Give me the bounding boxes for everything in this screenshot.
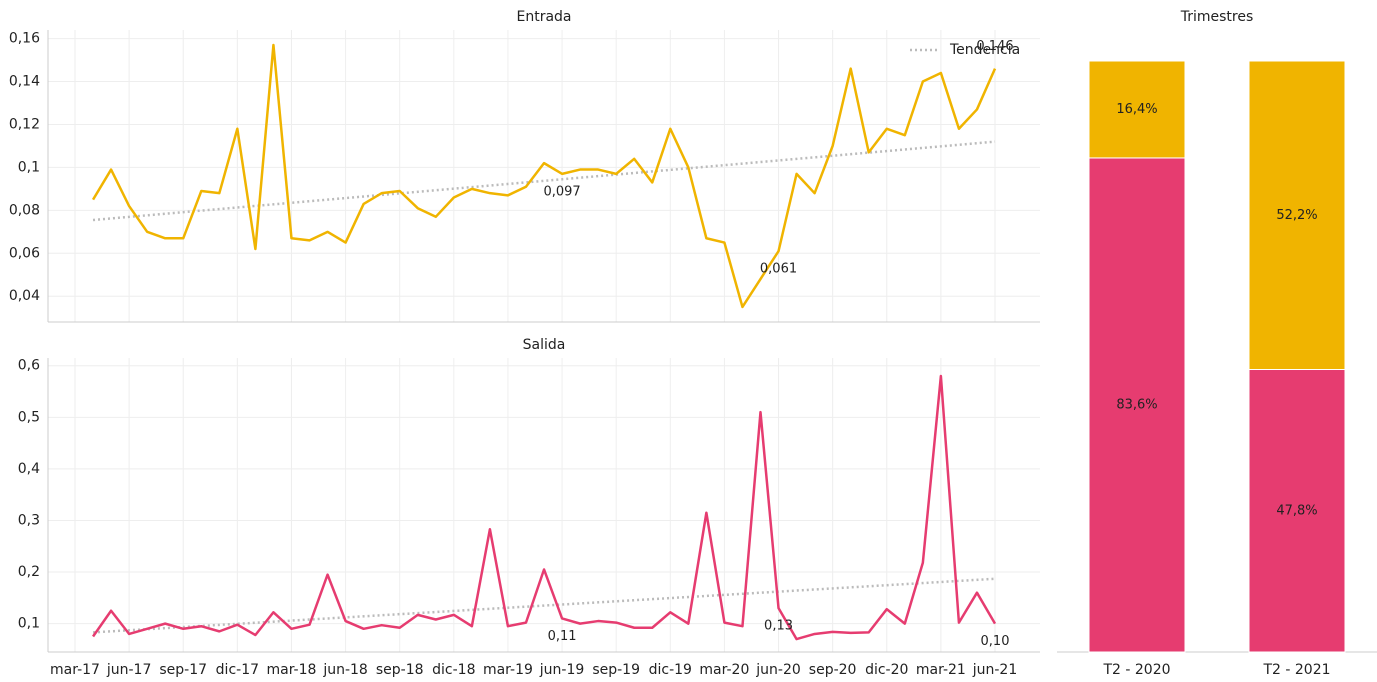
x-tick-label: sep-20 [809,662,857,678]
value-label: 0,061 [760,262,797,277]
y-tick-label: 0,16 [9,31,40,47]
x-tick-label: dic-19 [649,662,692,678]
y-tick-label: 0,2 [18,564,40,580]
y-tick-label: 0,06 [9,245,40,261]
x-tick-label: sep-19 [592,662,640,678]
y-tick-label: 0,14 [9,74,40,90]
value-label: 0,10 [981,634,1010,649]
chart-title: Trimestres [1180,9,1254,25]
value-label: 16,4% [1116,102,1157,117]
y-tick-label: 0,04 [9,288,40,304]
x-tick-label: mar-17 [50,662,100,678]
value-label: 0,097 [543,184,580,199]
x-tick-label: mar-19 [483,662,533,678]
x-tick-label: T2 - 2020 [1102,662,1170,678]
bar-segment [1088,157,1186,653]
value-label: 0,11 [548,629,577,644]
x-tick-label: mar-20 [699,662,749,678]
x-tick-label: jun-17 [106,662,152,678]
value-label: 52,2% [1276,208,1317,223]
value-label: 0,146 [976,39,1013,54]
y-tick-label: 0,1 [18,159,40,175]
value-label: 83,6% [1116,397,1157,412]
x-tick-label: T2 - 2021 [1262,662,1330,678]
x-tick-label: jun-20 [755,662,801,678]
x-tick-label: sep-17 [159,662,207,678]
x-tick-label: jun-19 [539,662,585,678]
y-tick-label: 0,12 [9,116,40,132]
y-tick-label: 0,1 [18,616,40,632]
chart-title: Salida [523,337,566,353]
data-line [92,374,997,641]
y-tick-label: 0,5 [18,409,40,425]
x-tick-label: jun-21 [972,662,1018,678]
value-label: 0,13 [764,619,793,634]
y-tick-label: 0,6 [18,358,40,374]
x-tick-label: mar-21 [916,662,966,678]
value-label: 47,8% [1276,503,1317,518]
y-tick-label: 0,08 [9,202,40,218]
x-tick-label: dic-18 [432,662,475,678]
x-tick-label: mar-18 [266,662,316,678]
x-tick-label: jun-18 [322,662,368,678]
bar-segment [1248,60,1346,371]
x-tick-label: dic-20 [865,662,908,678]
chart-title: Entrada [516,9,571,25]
bar-segment [1088,60,1186,159]
trend-line [92,577,996,634]
x-tick-label: sep-18 [376,662,424,678]
y-tick-label: 0,3 [18,512,40,528]
trend-line [92,140,996,222]
data-line [91,43,997,309]
bar-segment [1248,369,1346,653]
y-tick-label: 0,4 [18,461,40,477]
x-tick-label: dic-17 [216,662,259,678]
legend-label: Tendencia [949,42,1020,58]
